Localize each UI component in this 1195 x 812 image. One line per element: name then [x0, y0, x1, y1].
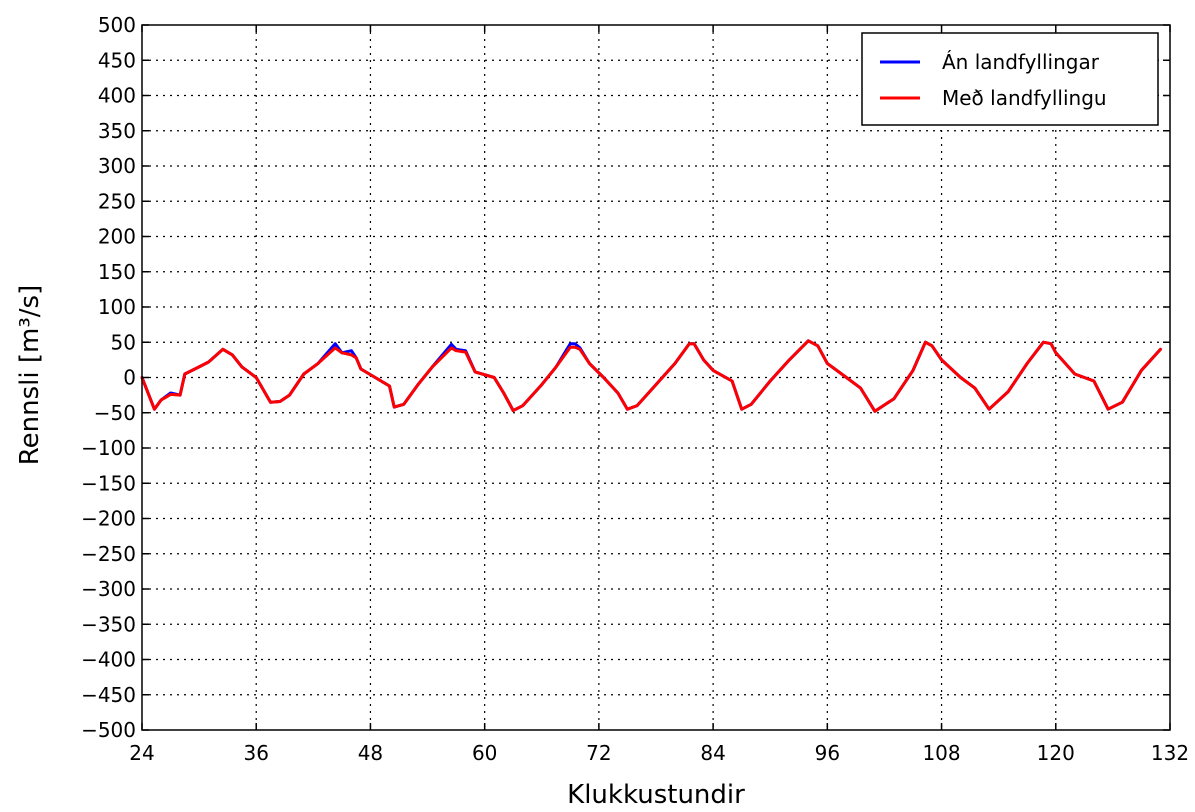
x-tick-label: 36: [243, 741, 268, 765]
y-tick-label: 350: [98, 119, 136, 143]
y-tick-label: 500: [98, 13, 136, 37]
y-tick-label: −400: [81, 648, 136, 672]
y-tick-label: −250: [81, 542, 136, 566]
x-tick-label: 48: [358, 741, 383, 765]
legend: Án landfyllingar Með landfyllingu: [861, 32, 1159, 126]
legend-label-med-landfyllingu: Með landfyllingu: [942, 86, 1107, 110]
y-tick-label: 400: [98, 84, 136, 108]
series-layer: [140, 339, 1162, 413]
y-tick-label: 200: [98, 225, 136, 249]
y-tick-label: −500: [81, 718, 136, 742]
y-tick-label: 50: [111, 330, 136, 354]
x-tick-label: 108: [922, 741, 960, 765]
y-tick-label: 300: [98, 154, 136, 178]
legend-box: [861, 32, 1159, 126]
y-tick-label: −150: [81, 471, 136, 495]
x-tick-label: 84: [700, 741, 725, 765]
y-tick-label: 150: [98, 260, 136, 284]
y-tick-label: −200: [81, 507, 136, 531]
y-tick-label: 250: [98, 189, 136, 213]
x-tick-label: 72: [586, 741, 611, 765]
y-tick-label: −300: [81, 577, 136, 601]
series-line-0: [140, 339, 1162, 413]
y-tick-label: −450: [81, 683, 136, 707]
y-tick-label: −100: [81, 436, 136, 460]
x-tick-label: 24: [129, 741, 154, 765]
x-tick-label: 132: [1151, 741, 1189, 765]
y-tick-label: 450: [98, 48, 136, 72]
series-line-1: [140, 339, 1162, 413]
y-tick-label: 100: [98, 295, 136, 319]
grid: [142, 25, 1170, 730]
x-axis-label: Klukkustundir: [567, 780, 745, 810]
y-tick-label: −50: [94, 401, 136, 425]
legend-label-an-landfyllingar: Án landfyllingar: [942, 50, 1100, 74]
x-tick-label: 60: [472, 741, 497, 765]
y-axis-label: Rennsli [m³/s]: [15, 285, 45, 465]
ticks: [141, 24, 1171, 731]
y-tick-label: −350: [81, 612, 136, 636]
y-tick-label: 0: [123, 366, 136, 390]
x-tick-label: 96: [815, 741, 840, 765]
tick-labels: 24 36 48 60 72 84 96 108 120 13250045040035030025…: [81, 13, 1189, 765]
x-tick-label: 120: [1037, 741, 1075, 765]
